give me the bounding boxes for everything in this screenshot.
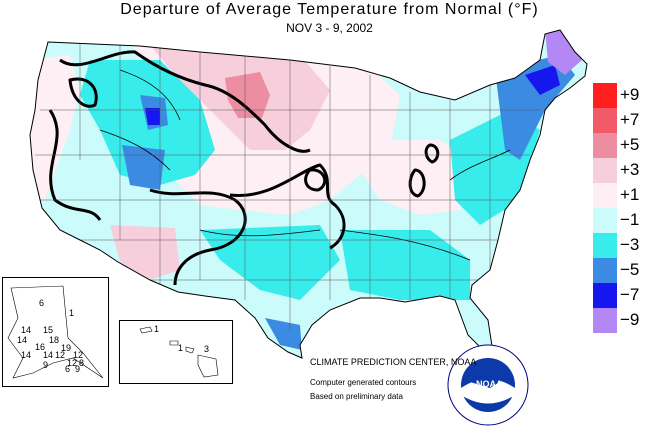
hawaii-value: 1 xyxy=(154,324,160,334)
alaska-value: 12 xyxy=(55,350,66,360)
alaska-inset: 6 1 14 14 15 18 19 16 14 12 12 12 9 9 14… xyxy=(2,277,109,387)
alaska-value: 6 xyxy=(65,364,71,374)
legend-label: −1 xyxy=(620,210,640,229)
minor-contours xyxy=(99,69,511,261)
alaska-value: 14 xyxy=(21,350,32,360)
alaska-value: 14 xyxy=(17,335,28,345)
legend-label: +3 xyxy=(620,160,640,179)
legend-swatch xyxy=(593,233,617,258)
credit-contours: Computer generated contours xyxy=(310,378,417,387)
alaska-value: 12 xyxy=(67,358,78,368)
alaska-value: 6 xyxy=(39,298,45,308)
credit-preliminary: Based on preliminary data xyxy=(310,392,403,401)
alaska-value: 9 xyxy=(75,364,81,374)
legend-row: +7 xyxy=(593,108,659,133)
legend-swatch xyxy=(593,183,617,208)
alaska-value: 15 xyxy=(43,325,54,335)
contour-fill-sw-plus1 xyxy=(110,225,180,280)
hawaii-value: 1 xyxy=(178,343,184,353)
legend-row: −3 xyxy=(593,233,659,258)
credit-center: CLIMATE PREDICTION CENTER, NOAA xyxy=(310,357,477,367)
legend-label: −5 xyxy=(620,260,640,279)
alaska-value: 1 xyxy=(69,308,75,318)
legend-row: −7 xyxy=(593,283,659,308)
legend-label: +9 xyxy=(620,85,640,104)
legend-row: −5 xyxy=(593,258,659,283)
hawaii-outline xyxy=(139,326,219,378)
noaa-logo xyxy=(447,344,529,426)
color-legend: +9 +7 +5 +3 +1 −1 −3 −5 −7 −9 xyxy=(593,83,659,333)
legend-swatch xyxy=(593,308,617,333)
alaska-value: 19 xyxy=(61,343,72,353)
contour-fill-ne-minus7 xyxy=(525,65,560,95)
noaa-logo-text: NOAA xyxy=(476,379,503,389)
date-range-subtitle: NOV 3 - 9, 2002 xyxy=(286,21,373,35)
hawaii-inset: 1 1 3 xyxy=(119,320,233,384)
alaska-value: 9 xyxy=(43,360,49,370)
contour-fill-south-minus3 xyxy=(200,225,340,300)
page-title: Departure of Average Temperature from No… xyxy=(120,1,539,18)
contour-fill-west-plus1 xyxy=(30,55,80,200)
alaska-value: 16 xyxy=(35,342,46,352)
alaska-value: 12 xyxy=(73,350,84,360)
legend-row: −9 xyxy=(593,308,659,333)
legend-swatch xyxy=(593,83,617,108)
contour-fill-gulf-minus3 xyxy=(340,230,470,300)
contour-fill-tx-minus5 xyxy=(265,318,302,350)
legend-label: −9 xyxy=(620,310,640,329)
legend-swatch xyxy=(593,158,617,183)
alaska-value: 18 xyxy=(49,335,60,345)
legend-label: +7 xyxy=(620,110,640,129)
legend-row: −1 xyxy=(593,208,659,233)
contour-fill-east-plus1 xyxy=(360,140,470,215)
state-boundaries xyxy=(35,40,540,330)
legend-label: +1 xyxy=(620,185,640,204)
legend-label: −7 xyxy=(620,285,640,304)
legend-row: +9 xyxy=(593,83,659,108)
legend-row: +1 xyxy=(593,183,659,208)
alaska-value: 8 xyxy=(79,358,85,368)
legend-label: −3 xyxy=(620,235,640,254)
legend-swatch xyxy=(593,283,617,308)
legend-swatch xyxy=(593,258,617,283)
alaska-value: 14 xyxy=(43,350,54,360)
legend-swatch xyxy=(593,108,617,133)
alaska-outline xyxy=(7,285,104,379)
contour-fill-plus5 xyxy=(225,72,270,118)
zero-contours xyxy=(48,50,440,286)
legend-row: +5 xyxy=(593,133,659,158)
contour-fill-maine-minus9 xyxy=(545,30,582,75)
legend-label: +5 xyxy=(620,135,640,154)
alaska-value: 14 xyxy=(21,325,32,335)
hawaii-value: 3 xyxy=(204,344,210,354)
legend-row: +3 xyxy=(593,158,659,183)
legend-swatch xyxy=(593,133,617,158)
legend-swatch xyxy=(593,208,617,233)
contour-fill-rockies-minus7 xyxy=(145,108,160,125)
